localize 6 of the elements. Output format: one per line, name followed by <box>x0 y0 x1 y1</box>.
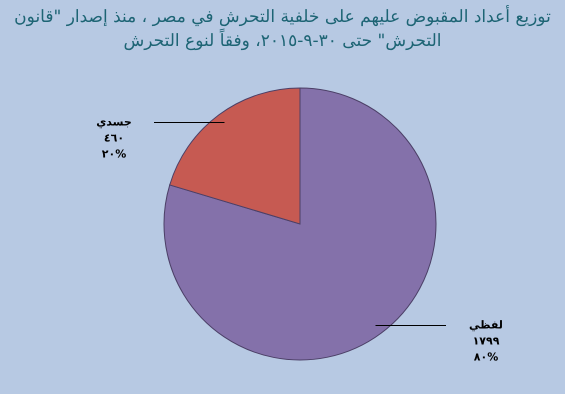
pie-slice <box>164 88 436 360</box>
chart-title: توزيع أعداد المقبوض عليهم على خلفية التحرش في مصر ، منذ إصدار "قانون التحرش" حتى ٣٠-٩-٢٠١٥، وفقاً لنوع التحرش <box>14 5 552 51</box>
data-label: ١٧٩٩ ٨٠% <box>472 334 500 364</box>
data-label: ٤٦٠ ٢٠% <box>102 132 126 161</box>
slice-label: لفظي <box>469 318 503 332</box>
slice-label: جسدي <box>96 116 132 129</box>
